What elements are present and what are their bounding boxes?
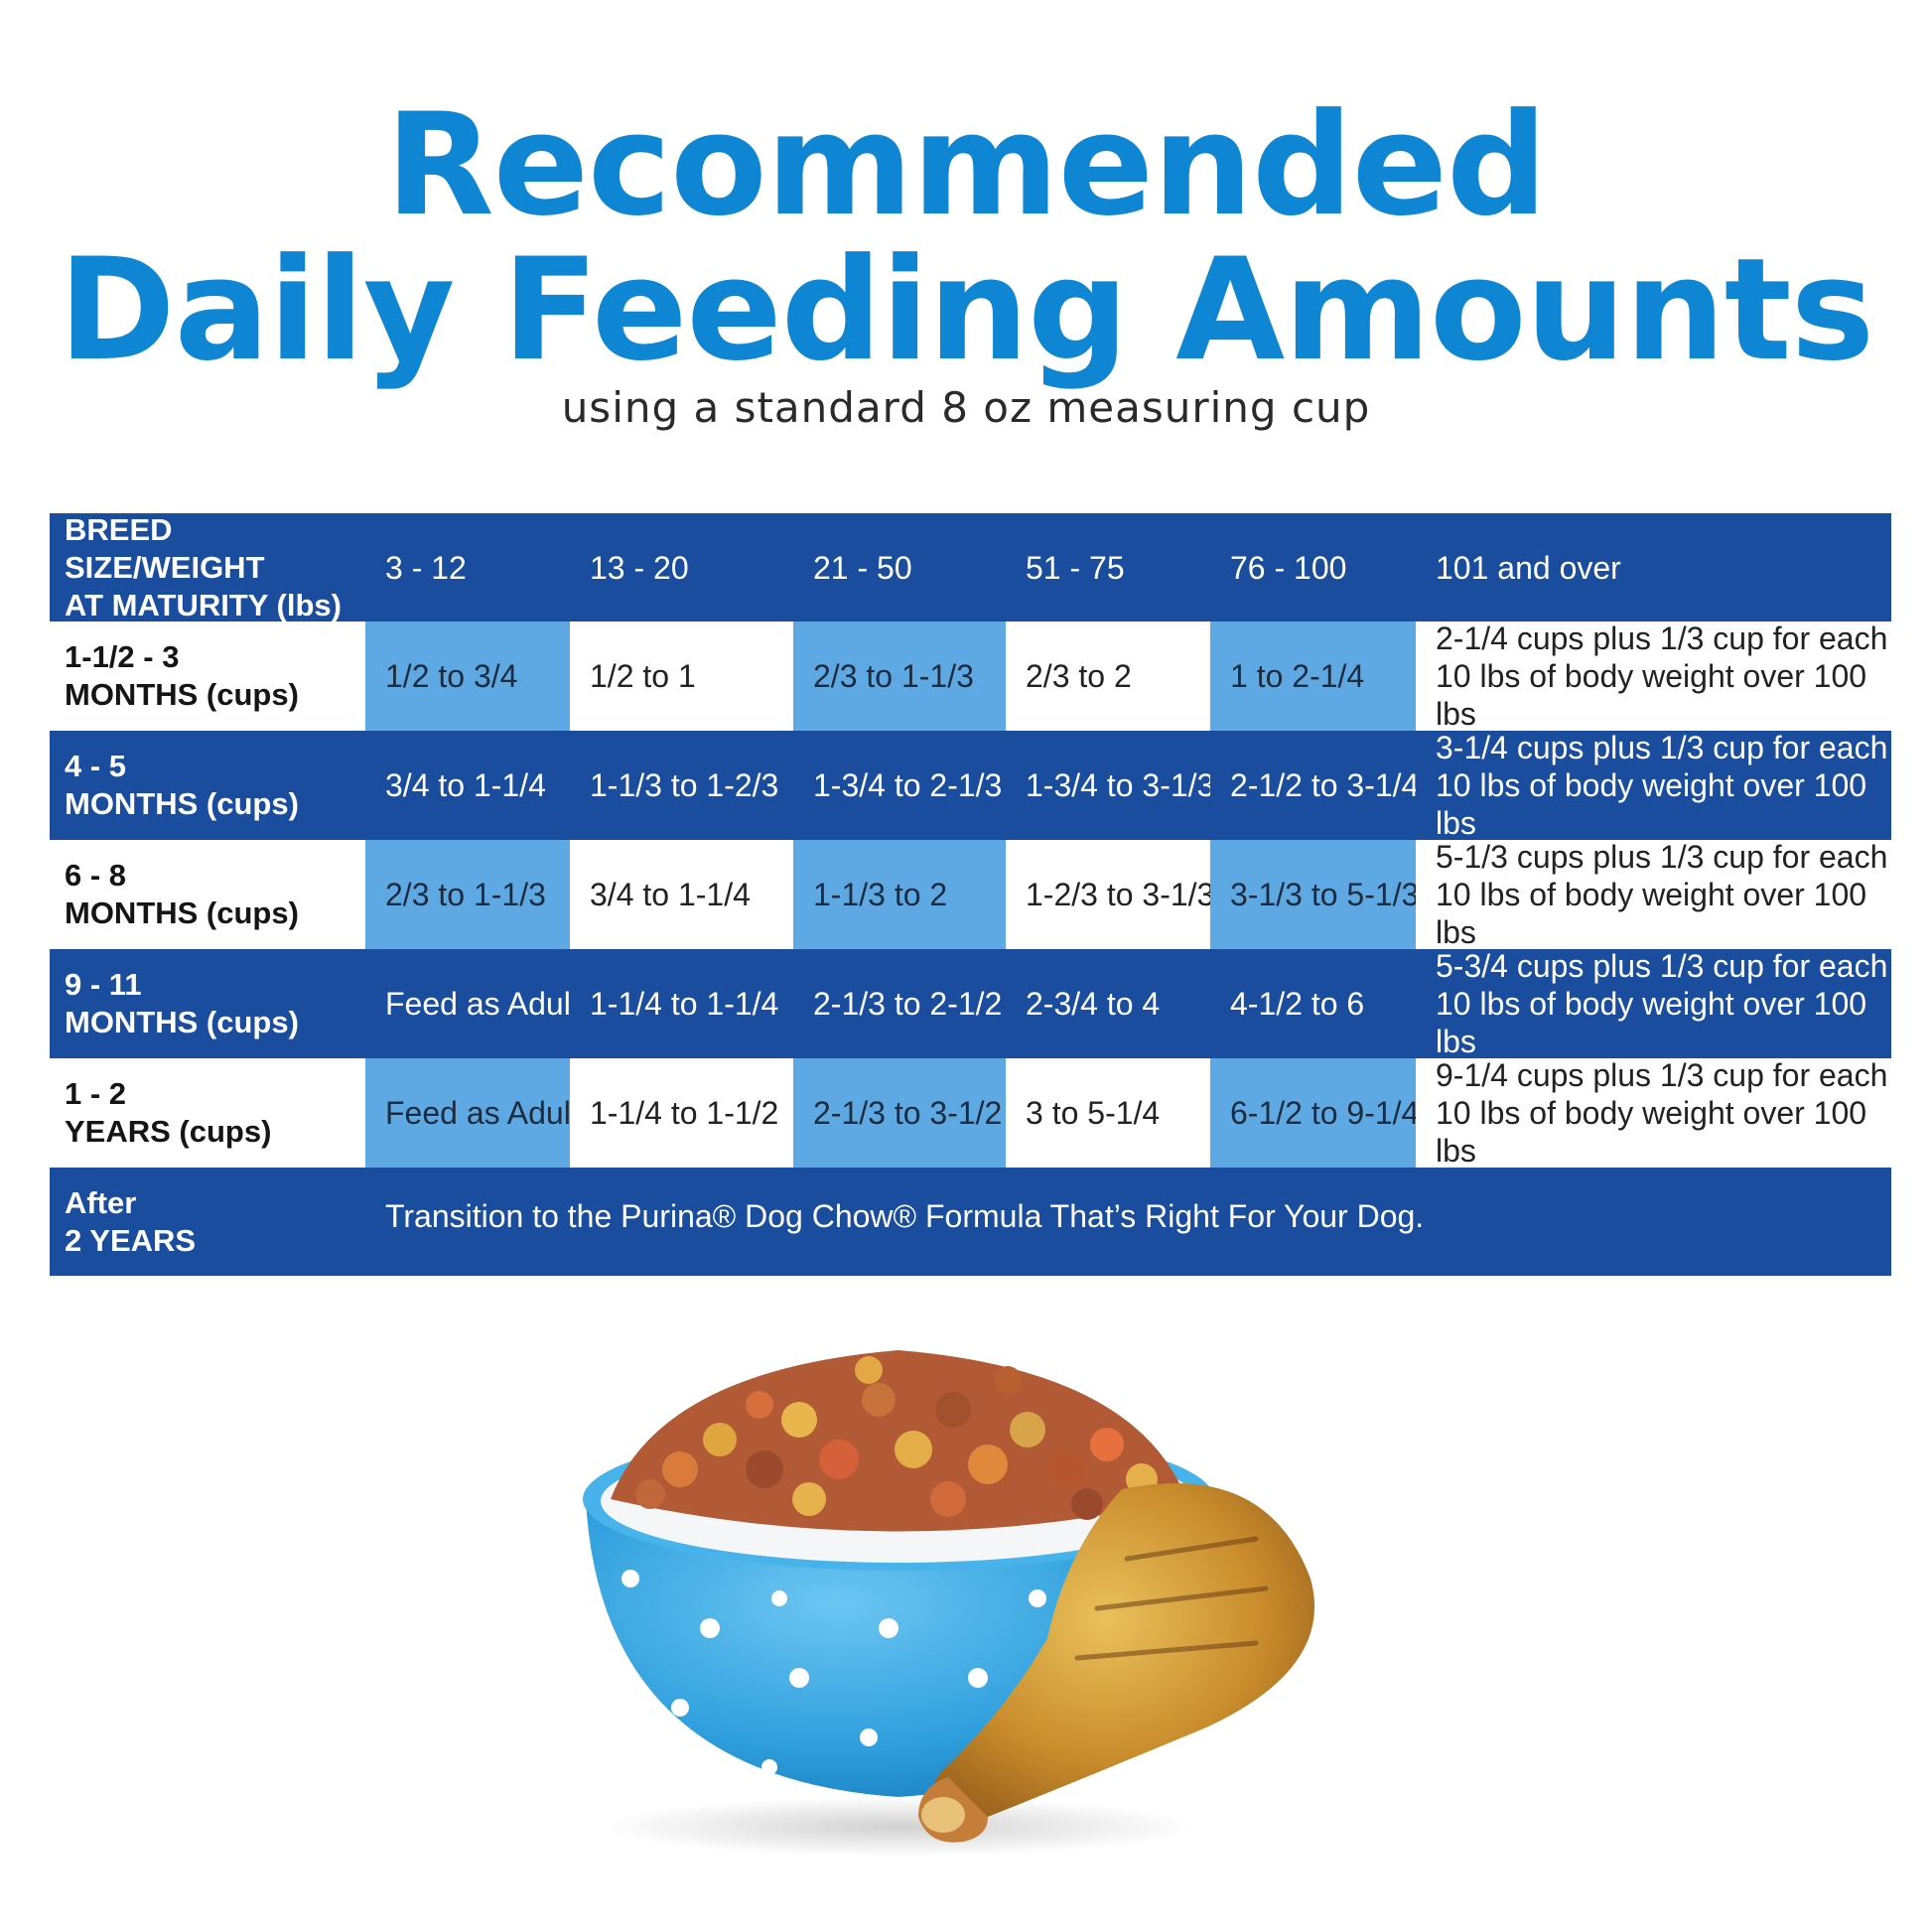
table-cell: 4-1/2 to 6 (1210, 949, 1416, 1058)
table-row: 6 - 8 MONTHS (cups) 2/3 to 1-1/3 3/4 to … (50, 840, 1891, 949)
table-cell: 3 to 5-1/4 (1006, 1058, 1210, 1168)
over-100-line2: 10 lbs of body weight over 100 lbs (1436, 877, 1867, 949)
table-cell-over-100: 2-1/4 cups plus 1/3 cup for each 10 lbs … (1416, 621, 1891, 731)
over-100-line2: 10 lbs of body weight over 100 lbs (1436, 658, 1867, 731)
table-row-after-2-years: After 2 YEARS Transition to the Purina® … (50, 1168, 1891, 1276)
header-col: 21 - 50 (793, 513, 1006, 621)
table-row: 9 - 11 MONTHS (cups) Feed as Adult 1-1/4… (50, 949, 1891, 1058)
over-100-line1: 2-1/4 cups plus 1/3 cup for each (1436, 621, 1888, 656)
table-cell: 3/4 to 1-1/4 (365, 731, 570, 840)
table-cell: 2-1/3 to 2-1/2 (793, 949, 1006, 1058)
table-cell: 1-3/4 to 3-1/3 (1006, 731, 1210, 840)
table-cell: 1-1/3 to 2 (793, 840, 1006, 949)
table-cell: 2-1/3 to 3-1/2 (793, 1058, 1006, 1168)
row-label-line2: MONTHS (cups) (65, 786, 299, 821)
row-label: 1-1/2 - 3 MONTHS (cups) (50, 621, 365, 731)
transition-note: Transition to the Purina® Dog Chow® Form… (365, 1168, 1891, 1276)
over-100-line1: 3-1/4 cups plus 1/3 cup for each (1436, 731, 1888, 765)
table-header-row: BREED SIZE/WEIGHT AT MATURITY (lbs) 3 - … (50, 513, 1891, 621)
table-row: 4 - 5 MONTHS (cups) 3/4 to 1-1/4 1-1/3 t… (50, 731, 1891, 840)
table-cell: 1/2 to 3/4 (365, 621, 570, 731)
header-col: 3 - 12 (365, 513, 570, 621)
chicken-drumstick-icon (918, 1483, 1315, 1843)
row-label-line1: 4 - 5 (65, 749, 127, 783)
row-label: 9 - 11 MONTHS (cups) (50, 949, 365, 1058)
table-cell: 3-1/3 to 5-1/3 (1210, 840, 1416, 949)
table-cell: 1-2/3 to 3-1/3 (1006, 840, 1210, 949)
row-label: 4 - 5 MONTHS (cups) (50, 731, 365, 840)
header-label: BREED SIZE/WEIGHT AT MATURITY (lbs) (50, 513, 365, 621)
food-bowl-icon (583, 1350, 1214, 1797)
table-row: 1-1/2 - 3 MONTHS (cups) 1/2 to 3/4 1/2 t… (50, 621, 1891, 731)
feeding-table: BREED SIZE/WEIGHT AT MATURITY (lbs) 3 - … (50, 513, 1891, 1276)
row-label-line1: After (65, 1184, 137, 1220)
table-cell: 1-1/4 to 1-1/4 (570, 949, 793, 1058)
page-subtitle: using a standard 8 oz measuring cup (561, 383, 1371, 432)
row-label: 1 - 2 YEARS (cups) (50, 1058, 365, 1168)
table-cell: 2-3/4 to 4 (1006, 949, 1210, 1058)
row-label-line1: 6 - 8 (65, 858, 127, 893)
table-cell: Feed as Adult (365, 949, 570, 1058)
over-100-line1: 5-1/3 cups plus 1/3 cup for each (1436, 840, 1888, 875)
row-label: After 2 YEARS (50, 1168, 365, 1276)
row-label-line1: 1 - 2 (65, 1076, 127, 1111)
table-cell-over-100: 5-1/3 cups plus 1/3 cup for each 10 lbs … (1416, 840, 1891, 949)
row-label-line1: 1-1/2 - 3 (65, 639, 180, 674)
header-label-line2: AT MATURITY (lbs) (65, 587, 342, 622)
table-cell-over-100: 3-1/4 cups plus 1/3 cup for each 10 lbs … (1416, 731, 1891, 840)
row-label-line2: 2 YEARS (65, 1222, 197, 1258)
row-label-line2: MONTHS (cups) (65, 896, 299, 930)
over-100-line1: 9-1/4 cups plus 1/3 cup for each (1436, 1058, 1888, 1093)
over-100-line2: 10 lbs of body weight over 100 lbs (1436, 767, 1867, 840)
food-bowl-illustration (583, 1350, 1315, 1857)
header-col: 76 - 100 (1210, 513, 1416, 621)
table-cell: 1-3/4 to 2-1/3 (793, 731, 1006, 840)
row-label: 6 - 8 MONTHS (cups) (50, 840, 365, 949)
table-cell: 3/4 to 1-1/4 (570, 840, 793, 949)
table-row: 1 - 2 YEARS (cups) Feed as Adult 1-1/4 t… (50, 1058, 1891, 1168)
header-label-line1: BREED SIZE/WEIGHT (65, 513, 265, 585)
table-cell: 2/3 to 2 (1006, 621, 1210, 731)
row-label-line2: MONTHS (cups) (65, 1005, 299, 1039)
row-label-line2: MONTHS (cups) (65, 677, 299, 712)
table-cell: 2-1/2 to 3-1/4 (1210, 731, 1416, 840)
page-title-line2: Daily Feeding Amounts (58, 228, 1874, 392)
over-100-line2: 10 lbs of body weight over 100 lbs (1436, 1095, 1867, 1168)
table-cell: 6-1/2 to 9-1/4 (1210, 1058, 1416, 1168)
table-cell: 1-1/4 to 1-1/2 (570, 1058, 793, 1168)
over-100-line2: 10 lbs of body weight over 100 lbs (1436, 986, 1867, 1058)
header-col: 101 and over (1416, 513, 1891, 621)
table-cell: 1-1/3 to 1-2/3 (570, 731, 793, 840)
table-cell: 2/3 to 1-1/3 (793, 621, 1006, 731)
table-cell: 1/2 to 1 (570, 621, 793, 731)
header-col: 51 - 75 (1006, 513, 1210, 621)
row-label-line2: YEARS (cups) (65, 1114, 272, 1149)
row-label-line1: 9 - 11 (65, 967, 142, 1002)
table-cell: 1 to 2-1/4 (1210, 621, 1416, 731)
table-cell: Feed as Adult (365, 1058, 570, 1168)
table-cell-over-100: 5-3/4 cups plus 1/3 cup for each 10 lbs … (1416, 949, 1891, 1058)
page-title-line1: Recommended (385, 83, 1547, 247)
over-100-line1: 5-3/4 cups plus 1/3 cup for each (1436, 949, 1888, 984)
table-cell-over-100: 9-1/4 cups plus 1/3 cup for each 10 lbs … (1416, 1058, 1891, 1168)
header-col: 13 - 20 (570, 513, 793, 621)
table-cell: 2/3 to 1-1/3 (365, 840, 570, 949)
